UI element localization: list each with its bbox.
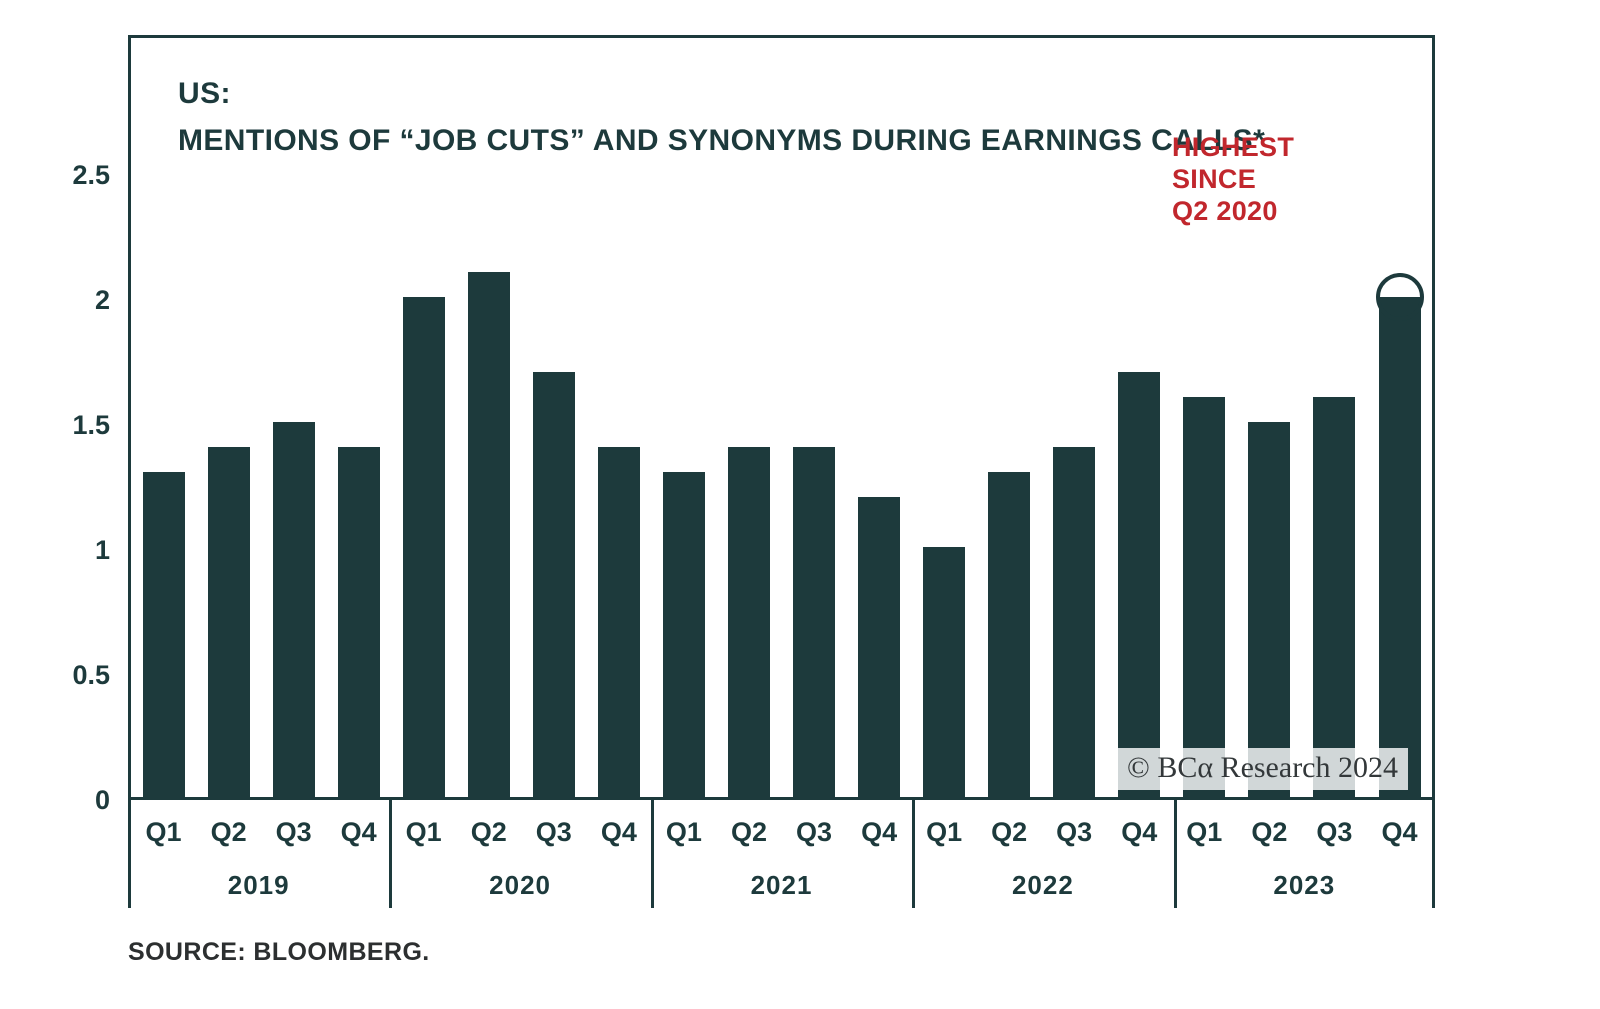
bar-2019-Q1 — [142, 472, 185, 797]
source-note: SOURCE: BLOOMBERG. — [128, 938, 430, 966]
year-label-2019: 2019 — [227, 870, 290, 900]
x-label-2019-Q3: Q3 — [275, 817, 312, 847]
bar-2021-Q1 — [662, 472, 705, 797]
chart-title: US: MENTIONS OF “JOB CUTS” AND SYNONYMS … — [178, 70, 1265, 164]
bar-2023-Q4 — [1378, 297, 1421, 797]
y-tick-0.5: 0.5 — [72, 660, 110, 690]
bar-2020-Q3 — [532, 372, 575, 797]
bar-2021-Q3 — [793, 447, 835, 797]
bar-2020-Q2 — [467, 272, 510, 797]
bar-2020-Q4 — [597, 447, 640, 797]
annotation-line-2: SINCE — [1172, 164, 1257, 194]
x-label-2020-Q3: Q3 — [535, 817, 572, 847]
y-tick-1: 1 — [94, 535, 110, 565]
bar-2023-Q1 — [1183, 397, 1226, 797]
plot-area — [128, 35, 1435, 800]
x-label-2022-Q1: Q1 — [926, 817, 963, 847]
x-label-2023-Q3: Q3 — [1316, 817, 1353, 847]
y-tick-0: 0 — [94, 785, 110, 815]
bar-series — [131, 38, 1432, 797]
y-tick-2: 2 — [94, 285, 110, 315]
x-label-2023-Q1: Q1 — [1186, 817, 1223, 847]
x-label-2022-Q2: Q2 — [991, 817, 1028, 847]
x-label-2019-Q2: Q2 — [210, 817, 247, 847]
bar-2022-Q3 — [1053, 447, 1096, 797]
highlight-circle — [1375, 273, 1424, 321]
year-label-2023: 2023 — [1273, 870, 1336, 900]
y-tick-2.5: 2.5 — [72, 160, 110, 190]
x-label-2019-Q1: Q1 — [145, 817, 182, 847]
bar-2019-Q3 — [272, 422, 315, 797]
y-tick-1.5: 1.5 — [72, 410, 110, 440]
bar-2022-Q1 — [923, 547, 966, 797]
bar-2019-Q4 — [337, 447, 380, 797]
x-label-2023-Q4: Q4 — [1381, 817, 1418, 847]
highest-annotation: HIGHEST SINCE Q2 2020 — [1172, 131, 1294, 227]
year-separator — [389, 800, 393, 908]
year-separator — [128, 800, 131, 908]
x-label-2021-Q4: Q4 — [861, 817, 898, 847]
year-label-2020: 2020 — [489, 870, 551, 900]
year-separator — [1173, 800, 1177, 908]
bar-2022-Q4 — [1118, 372, 1161, 797]
x-label-2021-Q2: Q2 — [730, 817, 768, 847]
annotation-line-1: HIGHEST — [1172, 132, 1295, 162]
annotation-line-3: Q2 2020 — [1172, 196, 1278, 226]
x-label-2020-Q1: Q1 — [405, 817, 442, 847]
x-label-2021-Q3: Q3 — [795, 817, 833, 847]
bar-2023-Q3 — [1313, 397, 1356, 797]
year-separator — [912, 800, 916, 908]
watermark: © BCα Research 2024 — [1117, 748, 1408, 790]
bar-2019-Q2 — [207, 447, 250, 797]
year-separator — [650, 800, 654, 908]
year-separator — [1432, 800, 1435, 908]
bar-2020-Q1 — [402, 297, 445, 797]
x-label-2020-Q2: Q2 — [470, 817, 507, 847]
bar-2021-Q2 — [728, 447, 770, 797]
bar-2021-Q4 — [858, 497, 901, 797]
x-label-2019-Q4: Q4 — [340, 817, 377, 847]
x-label-2021-Q1: Q1 — [665, 817, 702, 847]
bar-2023-Q2 — [1248, 422, 1291, 797]
year-label-2021: 2021 — [750, 870, 813, 900]
x-label-2020-Q4: Q4 — [600, 817, 637, 847]
year-label-2022: 2022 — [1011, 870, 1074, 900]
bar-2022-Q2 — [988, 472, 1031, 797]
x-label-2022-Q4: Q4 — [1121, 817, 1158, 847]
x-label-2023-Q2: Q2 — [1251, 817, 1288, 847]
x-label-2022-Q3: Q3 — [1056, 817, 1093, 847]
chart-title-line2: MENTIONS OF “JOB CUTS” AND SYNONYMS DURI… — [178, 124, 1266, 157]
chart-title-line1: US: — [178, 77, 231, 110]
